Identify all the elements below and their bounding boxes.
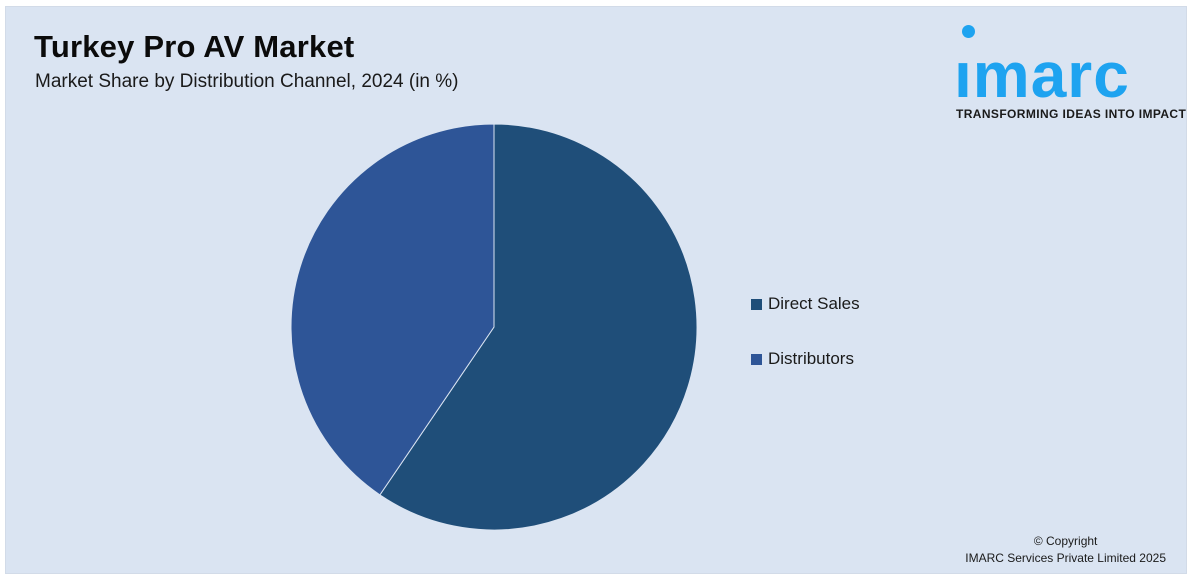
- legend-label: Direct Sales: [768, 294, 860, 313]
- imarc-logo: ımarc TRANSFORMING IDEAS INTO IMPACT: [954, 23, 1186, 123]
- legend-swatch: [751, 353, 762, 365]
- pie-slice-direct-sales: [379, 123, 698, 531]
- logo-wordmark: ımarc: [954, 39, 1130, 111]
- copyright-company: IMARC Services Private Limited 2025: [965, 551, 1166, 565]
- logo-tagline: TRANSFORMING IDEAS INTO IMPACT: [956, 107, 1187, 121]
- logo-dot-icon: [962, 25, 975, 38]
- copyright-line: © Copyright: [1033, 534, 1098, 548]
- legend-item-distributors: Distributors: [751, 348, 860, 370]
- chart-panel: Turkey Pro AV Market Market Share by Dis…: [5, 6, 1187, 574]
- chart-title: Turkey Pro AV Market: [34, 29, 355, 64]
- legend-item-direct-sales: Direct Sales: [751, 293, 860, 315]
- copyright-notice: © Copyright IMARC Services Private Limit…: [965, 533, 1166, 567]
- pie-chart: [290, 123, 698, 531]
- chart-subtitle: Market Share by Distribution Channel, 20…: [35, 71, 459, 92]
- chart-legend: Direct Sales Distributors: [751, 293, 860, 403]
- legend-swatch: [751, 298, 762, 310]
- legend-label: Distributors: [768, 349, 854, 368]
- pie-slice-distributors: [290, 123, 495, 496]
